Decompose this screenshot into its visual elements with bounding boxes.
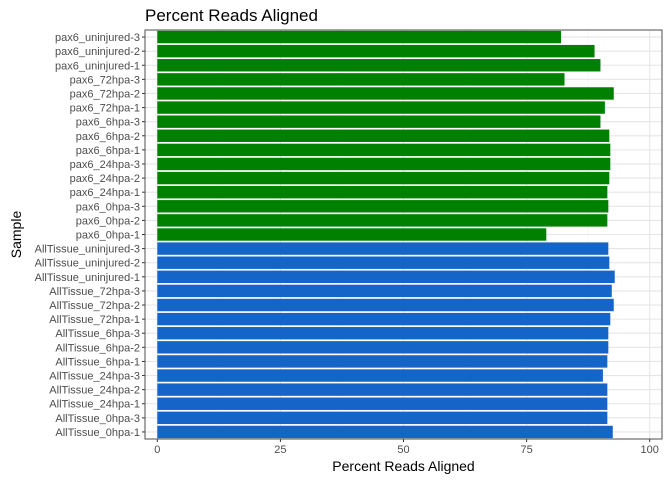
bars-layer (157, 30, 615, 439)
bar (157, 143, 611, 157)
y-tick-labels: pax6_uninjured-3 pax6_uninjured-2 pax6_uni… (35, 32, 145, 439)
bar (157, 30, 562, 44)
chart-title: Percent Reads Aligned (145, 6, 318, 25)
y-tick-label: pax6_0hpa-1 (76, 230, 140, 242)
bar (157, 157, 611, 171)
y-tick-label: pax6_72hpa-2 (70, 88, 140, 100)
bar (157, 284, 612, 298)
y-tick-label: AllTissue_0hpa-3 (55, 413, 140, 425)
y-tick-label: pax6_6hpa-1 (76, 145, 140, 157)
y-tick-label: AllTissue_uninjured-2 (35, 258, 140, 270)
bar (157, 369, 603, 382)
y-tick-label: AllTissue_uninjured-1 (35, 272, 140, 284)
bar (157, 298, 614, 312)
y-tick-label: pax6_24hpa-1 (70, 187, 140, 199)
y-tick-label: AllTissue_6hpa-2 (55, 342, 140, 354)
bar (157, 87, 614, 100)
x-tick-label: 50 (397, 444, 409, 456)
bar (157, 341, 609, 354)
bar (157, 185, 608, 199)
bar (157, 228, 547, 241)
bar (157, 129, 610, 142)
y-tick-label: AllTissue_6hpa-3 (55, 328, 140, 340)
y-tick-label: AllTissue_24hpa-2 (49, 385, 140, 397)
bar (157, 171, 610, 185)
y-tick-label: pax6_24hpa-3 (70, 159, 140, 171)
x-tick-label: 75 (520, 444, 532, 456)
y-axis-title: Sample (8, 211, 24, 259)
bar (157, 355, 608, 368)
bar (157, 327, 609, 340)
bar (157, 270, 615, 284)
y-tick-label: AllTissue_6hpa-1 (55, 356, 140, 368)
x-tick-label: 25 (274, 444, 286, 456)
y-tick-label: pax6_72hpa-3 (70, 74, 140, 86)
x-tick-labels: 0 25 50 75 100 (154, 439, 659, 456)
y-tick-label: pax6_24hpa-2 (70, 173, 140, 185)
bar (157, 256, 610, 269)
bar (157, 44, 595, 58)
y-tick-label: pax6_0hpa-3 (76, 201, 140, 213)
bar (157, 425, 613, 439)
bar (157, 59, 601, 72)
y-tick-label: AllTissue_24hpa-3 (49, 371, 140, 383)
y-tick-label: pax6_72hpa-1 (70, 103, 140, 115)
bar (157, 411, 608, 425)
y-tick-label: pax6_uninjured-3 (55, 32, 140, 44)
bar (157, 312, 611, 326)
bar (157, 73, 565, 86)
y-tick-label: AllTissue_72hpa-3 (49, 286, 140, 298)
x-axis-title: Percent Reads Aligned (332, 458, 474, 474)
bar (157, 214, 608, 227)
bar (157, 383, 608, 396)
y-tick-label: AllTissue_0hpa-1 (55, 427, 140, 439)
y-tick-label: AllTissue_72hpa-1 (49, 314, 140, 326)
x-tick-label: 0 (154, 444, 160, 456)
y-tick-label: pax6_uninjured-2 (55, 46, 140, 58)
bar (157, 397, 608, 410)
y-tick-label: pax6_6hpa-2 (76, 131, 140, 143)
x-tick-label: 100 (641, 444, 659, 456)
bar (157, 200, 609, 213)
bar (157, 115, 601, 128)
y-tick-label: AllTissue_24hpa-1 (49, 399, 140, 411)
panel-border (144, 29, 663, 440)
y-tick-label: pax6_uninjured-1 (55, 60, 140, 72)
bar (157, 242, 609, 255)
y-tick-label: pax6_6hpa-3 (76, 117, 140, 129)
y-tick-label: AllTissue_72hpa-2 (49, 300, 140, 312)
y-tick-label: AllTissue_uninjured-3 (35, 244, 140, 256)
bar (157, 101, 605, 114)
y-tick-label: pax6_0hpa-2 (76, 215, 140, 227)
